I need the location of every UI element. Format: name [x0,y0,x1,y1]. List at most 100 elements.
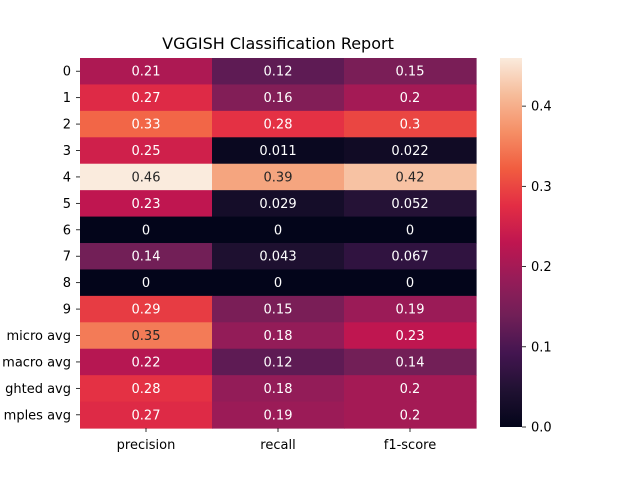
cell-value-label: 0.46 [132,170,161,185]
heatmap-cell [80,110,213,138]
cell-value-label: 0.14 [396,355,425,370]
cell-value-label: 0.011 [259,144,296,159]
heatmap-cell [80,58,213,86]
cell-value-label: 0.029 [259,197,296,212]
heatmap-cell [344,137,477,165]
heatmap-cell [212,348,345,376]
cell-value-label: 0.043 [259,250,296,265]
heatmap-cell [344,295,477,323]
colorbar-tick-label: 0.3 [531,180,552,195]
heatmap-cell [212,163,345,191]
column-tick-labels: precision recall f1-score [117,428,436,453]
cell-value-label: 0.2 [400,382,421,397]
heatmap-cell [80,348,213,376]
heatmap-cell [212,190,345,218]
heatmap-cell [80,269,213,297]
colorbar-tick-label: 0.2 [531,260,552,275]
cell-value-label: 0.28 [264,118,293,133]
cell-value-label: 0 [406,223,414,238]
heatmap-cell [80,375,213,403]
cell-value-label: 0.23 [396,329,425,344]
row-tick-label: 9 [63,303,71,318]
cell-value-label: 0.25 [132,144,161,159]
cell-value-label: 0.39 [264,170,293,185]
heatmap-cells [80,58,477,429]
heatmap-cell [212,322,345,350]
row-tick-label: 2 [63,118,71,133]
heatmap-cell [344,401,477,429]
cell-value-label: 0.18 [264,329,293,344]
cell-value-label: 0.33 [132,118,161,133]
heatmap-cell [344,375,477,403]
cell-value-label: 0.052 [391,197,428,212]
heatmap-cell [344,84,477,112]
cell-value-label: 0.23 [132,197,161,212]
cell-value-label: 0.2 [400,91,421,106]
heatmap-cell [212,137,345,165]
heatmap-cell [344,163,477,191]
heatmap-cell [212,375,345,403]
row-tick-label: 3 [63,144,71,159]
colorbar-tick-label: 0.4 [531,100,552,115]
heatmap-cell [212,269,345,297]
cell-value-label: 0.16 [264,91,293,106]
cell-value-label: 0.15 [396,65,425,80]
heatmap-cell [344,190,477,218]
colorbar-ticks: 0.0 0.1 0.2 0.3 0.4 [522,100,552,436]
row-tick-label: 1 [63,91,71,106]
cell-value-label: 0.19 [264,408,293,423]
cell-value-label: 0 [274,223,282,238]
cell-value-label: 0.22 [132,355,161,370]
heatmap-cell [212,401,345,429]
cell-value-label: 0 [142,223,150,238]
cell-value-label: 0.2 [400,408,421,423]
row-tick-label: mples avg [4,408,71,423]
heatmap-cell [344,110,477,138]
cell-value-label: 0.29 [132,303,161,318]
heatmap-cell [344,243,477,271]
heatmap-cell [212,243,345,271]
cell-value-label: 0.022 [391,144,428,159]
heatmap-cell [80,216,213,244]
row-tick-label: 5 [63,197,71,212]
heatmap-cell [80,163,213,191]
cell-value-label: 0.067 [391,250,428,265]
cell-value-label: 0.27 [132,408,161,423]
colorbar-tick-label: 0.1 [531,340,552,355]
cell-value-label: 0.12 [264,65,293,80]
cell-value-label: 0.14 [132,250,161,265]
cell-value-label: 0.35 [132,329,161,344]
column-tick-label: f1-score [384,438,436,453]
heatmap-cell [344,216,477,244]
heatmap-cell [212,84,345,112]
cell-value-label: 0.42 [396,170,425,185]
cell-value-label: 0.12 [264,355,293,370]
heatmap-cell [212,58,345,86]
heatmap-cell [80,322,213,350]
cell-value-label: 0.18 [264,382,293,397]
heatmap-cell [80,190,213,218]
cell-value-label: 0 [406,276,414,291]
row-tick-labels: 0 1 2 3 4 5 6 7 8 9 micro avg macro avg ghted avg mpl… [2,65,80,423]
heatmap-cell [344,322,477,350]
heatmap-cell [344,269,477,297]
chart-title: VGGISH Classification Report [162,34,394,53]
heatmap-cell-labels: 0.21 0.12 0.15 0.27 0.16 0.2 0.33 0.28 0.3 0.25 0.… [132,65,429,424]
heatmap-cell [212,295,345,323]
row-tick-label: 7 [63,250,71,265]
cell-value-label: 0.27 [132,91,161,106]
cell-value-label: 0.28 [132,382,161,397]
heatmap-cell [212,216,345,244]
row-tick-label: 6 [63,223,71,238]
colorbar [500,58,522,427]
heatmap-cell [212,110,345,138]
cell-value-label: 0.15 [264,303,293,318]
column-tick-label: precision [117,438,176,453]
cell-value-label: 0.19 [396,303,425,318]
heatmap-cell [80,84,213,112]
row-tick-label: 4 [63,170,71,185]
heatmap-cell [80,243,213,271]
heatmap-cell [80,401,213,429]
